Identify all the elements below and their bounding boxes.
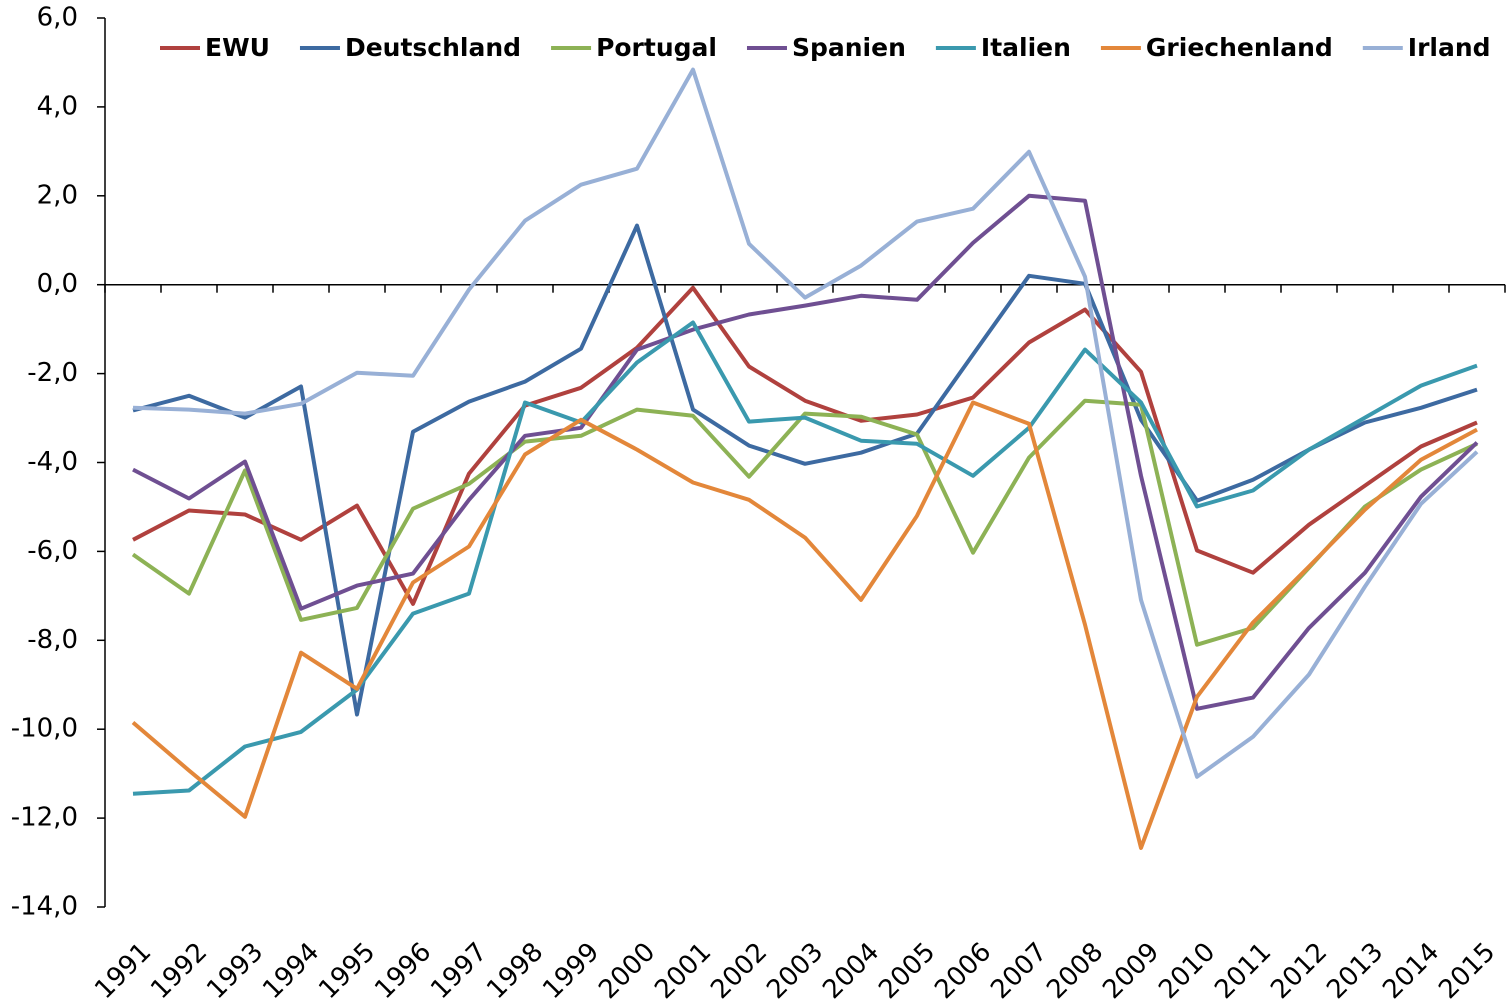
x-tick-label: 1997: [425, 937, 493, 1003]
series-line: [132, 193, 1479, 711]
legend-label: Irland: [1408, 33, 1491, 62]
y-tick-label: -6,0: [27, 536, 78, 566]
y-tick-label: 0,0: [37, 269, 78, 299]
x-tick-label: 2008: [1041, 937, 1109, 1003]
legend-label: Deutschland: [345, 33, 521, 62]
x-tick-label: 2005: [873, 937, 941, 1003]
x-tick-label: 1999: [537, 937, 605, 1003]
x-tick-label: 2004: [817, 937, 885, 1003]
legend-label: EWU: [205, 33, 270, 62]
x-tick-label: 2000: [593, 937, 661, 1003]
x-tick-label: 2015: [1433, 937, 1501, 1003]
x-tick-label: 2011: [1209, 937, 1277, 1003]
x-tick-label: 1993: [201, 937, 269, 1003]
legend-label: Portugal: [596, 33, 717, 62]
y-tick-label: -10,0: [11, 714, 78, 744]
x-tick-label: 2007: [985, 937, 1053, 1003]
x-tick-label: 1995: [313, 937, 381, 1003]
y-tick-label: 6,0: [37, 3, 78, 33]
x-tick-label: 2002: [705, 937, 773, 1003]
y-tick-label: 4,0: [37, 91, 78, 121]
y-tick-label: -12,0: [11, 803, 78, 833]
x-tick-label: 1998: [481, 937, 549, 1003]
x-tick-label: 2006: [929, 937, 997, 1003]
legend-label: Italien: [981, 33, 1071, 62]
series-line: [132, 320, 1478, 796]
x-tick-label: 2010: [1153, 937, 1221, 1003]
series-line: [131, 400, 1478, 850]
series-line: [132, 223, 1478, 717]
x-tick-label: 2003: [761, 937, 829, 1003]
y-tick-label: -2,0: [27, 358, 78, 388]
x-tick-label: 2001: [649, 937, 717, 1003]
series-line: [131, 398, 1478, 647]
x-tick-label: 2012: [1265, 937, 1333, 1003]
x-tick-label: 2014: [1377, 937, 1445, 1003]
legend-label: Spanien: [792, 33, 906, 62]
series-line: [132, 285, 1478, 606]
x-tick-label: 1996: [369, 937, 437, 1003]
legend-label: Griechenland: [1146, 33, 1333, 62]
y-tick-label: -14,0: [11, 892, 78, 922]
y-tick-label: 2,0: [37, 180, 78, 210]
x-tick-label: 1991: [89, 937, 157, 1003]
x-tick-label: 1994: [257, 937, 325, 1003]
y-tick-label: -4,0: [27, 447, 78, 477]
x-tick-label: 2013: [1321, 937, 1389, 1003]
series-line: [132, 67, 1479, 779]
y-tick-label: -8,0: [27, 625, 78, 655]
x-tick-label: 2009: [1097, 937, 1165, 1003]
x-tick-label: 1992: [145, 937, 213, 1003]
